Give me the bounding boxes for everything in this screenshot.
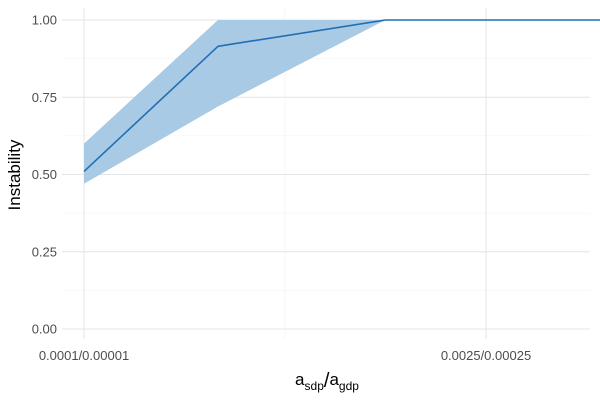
x-tick-label: 0.0025/0.00025: [441, 348, 531, 363]
y-tick-labels: 0.00 0.25 0.50 0.75 1.00: [32, 13, 57, 337]
x-axis-title-sub-b: gdp: [339, 379, 359, 393]
x-axis-title-base-b: a: [329, 370, 339, 389]
ribbon-layer: [84, 20, 600, 184]
y-axis-title: Instability: [5, 139, 24, 210]
x-axis-title-base-a: a: [295, 370, 305, 389]
x-axis-title: asdp/agdp: [295, 370, 359, 393]
x-axis-title-sub-a: sdp: [305, 379, 325, 393]
y-tick-label: 0.75: [32, 90, 57, 105]
grid-layer: [62, 8, 590, 339]
x-tick-labels: 0.0001/0.00001 0.0025/0.00025: [39, 348, 531, 363]
y-tick-label: 0.25: [32, 244, 57, 259]
confidence-ribbon: [84, 20, 600, 184]
y-tick-label: 0.50: [32, 167, 57, 182]
series-line: [83, 19, 600, 172]
x-tick-label: 0.0001/0.00001: [39, 348, 129, 363]
y-tick-label: 1.00: [32, 13, 57, 28]
y-tick-label: 0.00: [32, 322, 57, 337]
x-axis-title-slash: /: [324, 370, 330, 392]
line-layer: [83, 19, 600, 172]
